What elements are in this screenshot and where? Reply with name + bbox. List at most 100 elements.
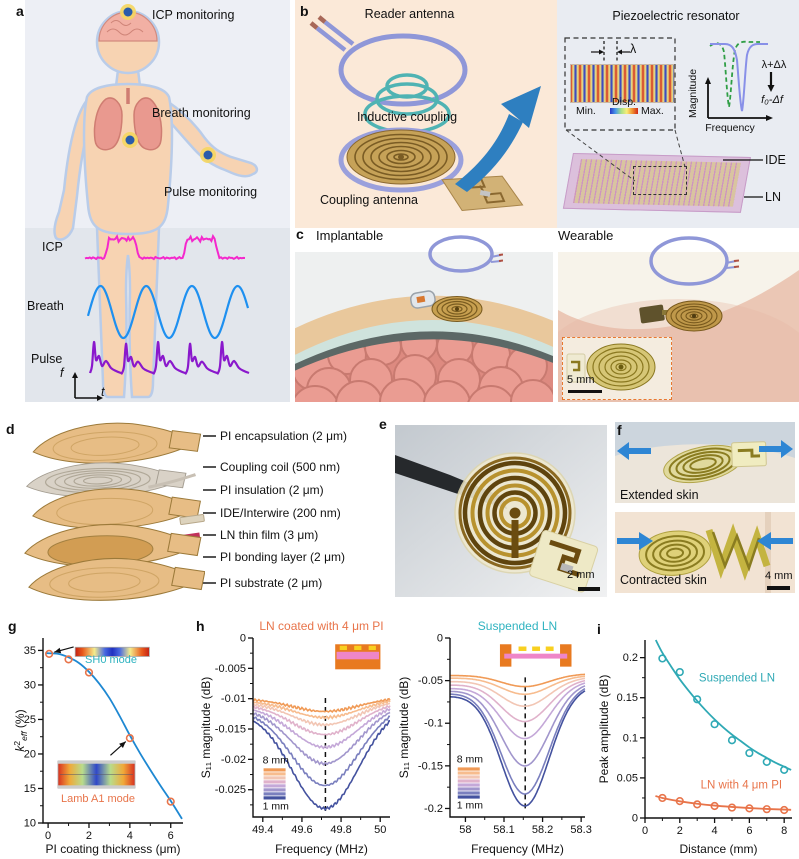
min-label: Min. — [576, 105, 596, 117]
reader-loop-icon-wearable — [649, 236, 740, 286]
svg-text:1 mm: 1 mm — [457, 799, 484, 811]
panel-label-b: b — [300, 3, 309, 19]
panel-label-a: a — [16, 3, 24, 19]
icp-wave-label: ICP — [42, 240, 63, 254]
svg-text:0.1: 0.1 — [623, 732, 638, 744]
panel-label-g: g — [8, 618, 17, 634]
device-photo — [395, 425, 607, 597]
stretch-arrow-right — [759, 440, 793, 458]
panel-label-i: i — [597, 621, 601, 637]
svg-text:10: 10 — [24, 818, 36, 830]
frequency-axis-label: Frequency — [705, 122, 755, 134]
svg-text:0: 0 — [642, 825, 648, 837]
lungs-illustration — [93, 88, 163, 151]
disp-label: Disp. — [612, 96, 636, 108]
svg-text:4: 4 — [127, 830, 133, 842]
panel-label-f: f — [617, 422, 622, 438]
svg-text:Distance (mm): Distance (mm) — [679, 842, 757, 856]
extended-skin-photo — [615, 422, 795, 503]
svg-text:25: 25 — [24, 714, 36, 726]
svg-text:49.6: 49.6 — [291, 824, 312, 836]
reader-loop-icon-implantable — [428, 235, 503, 273]
inset-scale-label: 5 mm — [567, 374, 595, 386]
svg-text:-0.015: -0.015 — [215, 724, 246, 736]
reader-antenna-label: Reader antenna — [364, 7, 455, 21]
brain-illustration — [98, 11, 158, 42]
wearable-label: Wearable — [558, 228, 614, 243]
svg-text:-0.2: -0.2 — [424, 803, 443, 815]
svg-text:35: 35 — [24, 645, 36, 657]
scale-label-e: 2 mm — [567, 569, 595, 581]
ln-label: LN — [765, 190, 781, 204]
svg-text:4: 4 — [712, 825, 718, 837]
svg-text:8: 8 — [781, 825, 787, 837]
panel-label-d: d — [6, 421, 15, 437]
svg-text:49.8: 49.8 — [330, 824, 351, 836]
svg-text:-0.15: -0.15 — [418, 760, 443, 772]
coupling-antenna-coil — [338, 127, 464, 193]
scale-bar-f — [767, 586, 790, 590]
layer-label-row: IDE/Interwire (200 nm) — [203, 506, 341, 520]
physiological-waveforms — [72, 233, 250, 401]
pulse-monitoring-label: Pulse monitoring — [164, 185, 258, 199]
svg-text:-0.01: -0.01 — [221, 693, 246, 705]
inset-device-photo — [566, 343, 656, 391]
wearable-device — [639, 300, 723, 332]
human-body-illustration — [53, 4, 259, 399]
wavelength-label: λ — [630, 42, 637, 56]
svg-text:20: 20 — [24, 748, 36, 760]
svg-text:-0.05: -0.05 — [418, 675, 443, 687]
scalp-layer — [295, 295, 553, 355]
svg-text:0: 0 — [240, 633, 246, 645]
svg-text:50: 50 — [374, 824, 386, 836]
svg-text:8 mm: 8 mm — [263, 754, 290, 766]
inductive-coupling-label: Inductive coupling — [356, 110, 458, 124]
skull-layer — [295, 316, 553, 364]
svg-text:-0.025: -0.025 — [215, 784, 246, 796]
icp-monitoring-label: ICP monitoring — [152, 8, 235, 22]
max-label: Max. — [641, 105, 664, 117]
peak-amplitude-chart: Suspended LN LN with 4 μm PI 0 2 4 6 8 0 0.05 0.1… — [597, 639, 792, 856]
svg-text:6: 6 — [168, 830, 174, 842]
svg-text:58.1: 58.1 — [493, 824, 514, 836]
svg-text:S₁₁ magnitude (dB): S₁₁ magnitude (dB) — [397, 677, 411, 778]
coupling-antenna-label: Coupling antenna — [320, 193, 418, 207]
s11-chart-suspended: 58 58.1 58.2 58.3 0 -0.05 -0.1 -0.15 -0.2 8 mm 1 m… — [397, 619, 592, 856]
extended-skin-label: Extended skin — [620, 488, 699, 502]
sensor-dot-wrist — [200, 147, 216, 163]
svg-text:15: 15 — [24, 783, 36, 795]
svg-text:Peak amplitude (dB): Peak amplitude (dB) — [597, 675, 611, 784]
ide-label: IDE — [765, 153, 786, 167]
svg-text:58.2: 58.2 — [532, 824, 553, 836]
antenna-coupling-illustration — [309, 15, 541, 212]
sensor-dot-head — [120, 4, 136, 20]
device-tab — [529, 530, 599, 593]
svg-text:Suspended LN: Suspended LN — [478, 619, 557, 633]
svg-text:PI coating thickness (μm): PI coating thickness (μm) — [46, 842, 181, 856]
stretch-arrow-left — [617, 442, 651, 460]
resonator-title: Piezoelectric resonator — [612, 9, 740, 23]
mini-resonance-plot — [705, 40, 773, 121]
implanted-device — [409, 290, 483, 322]
sensor-dot-chest — [122, 132, 138, 148]
layer-label-row: PI encapsulation (2 μm) — [203, 429, 347, 443]
svg-text:58.3: 58.3 — [570, 824, 591, 836]
layer-label-row: PI bonding layer (2 μm) — [203, 550, 345, 564]
mode-dashed-box — [564, 37, 676, 131]
svg-text:0: 0 — [45, 830, 51, 842]
original-resonance-curve — [710, 43, 768, 112]
displacement-colorbar — [610, 108, 638, 114]
inset-scale-bar — [568, 390, 602, 393]
frequency-shift-label: f₀-Δf — [761, 94, 783, 106]
layer-pi-encapsulation — [31, 422, 203, 468]
svg-text:58: 58 — [459, 824, 471, 836]
scale-label-f: 4 mm — [765, 570, 793, 582]
svg-text:0.05: 0.05 — [617, 772, 638, 784]
svg-text:0: 0 — [632, 813, 638, 825]
panel-label-e: e — [379, 416, 387, 432]
svg-text:8 mm: 8 mm — [457, 753, 484, 765]
layer-label-row: LN thin film (3 μm) — [203, 528, 318, 542]
svg-text:k2eff (%): k2eff (%) — [12, 709, 29, 751]
s11-chart-coated: 49.4 49.6 49.8 50 0 -0.005 -0.01 -0.015 -0.02 -0.… — [199, 619, 391, 856]
